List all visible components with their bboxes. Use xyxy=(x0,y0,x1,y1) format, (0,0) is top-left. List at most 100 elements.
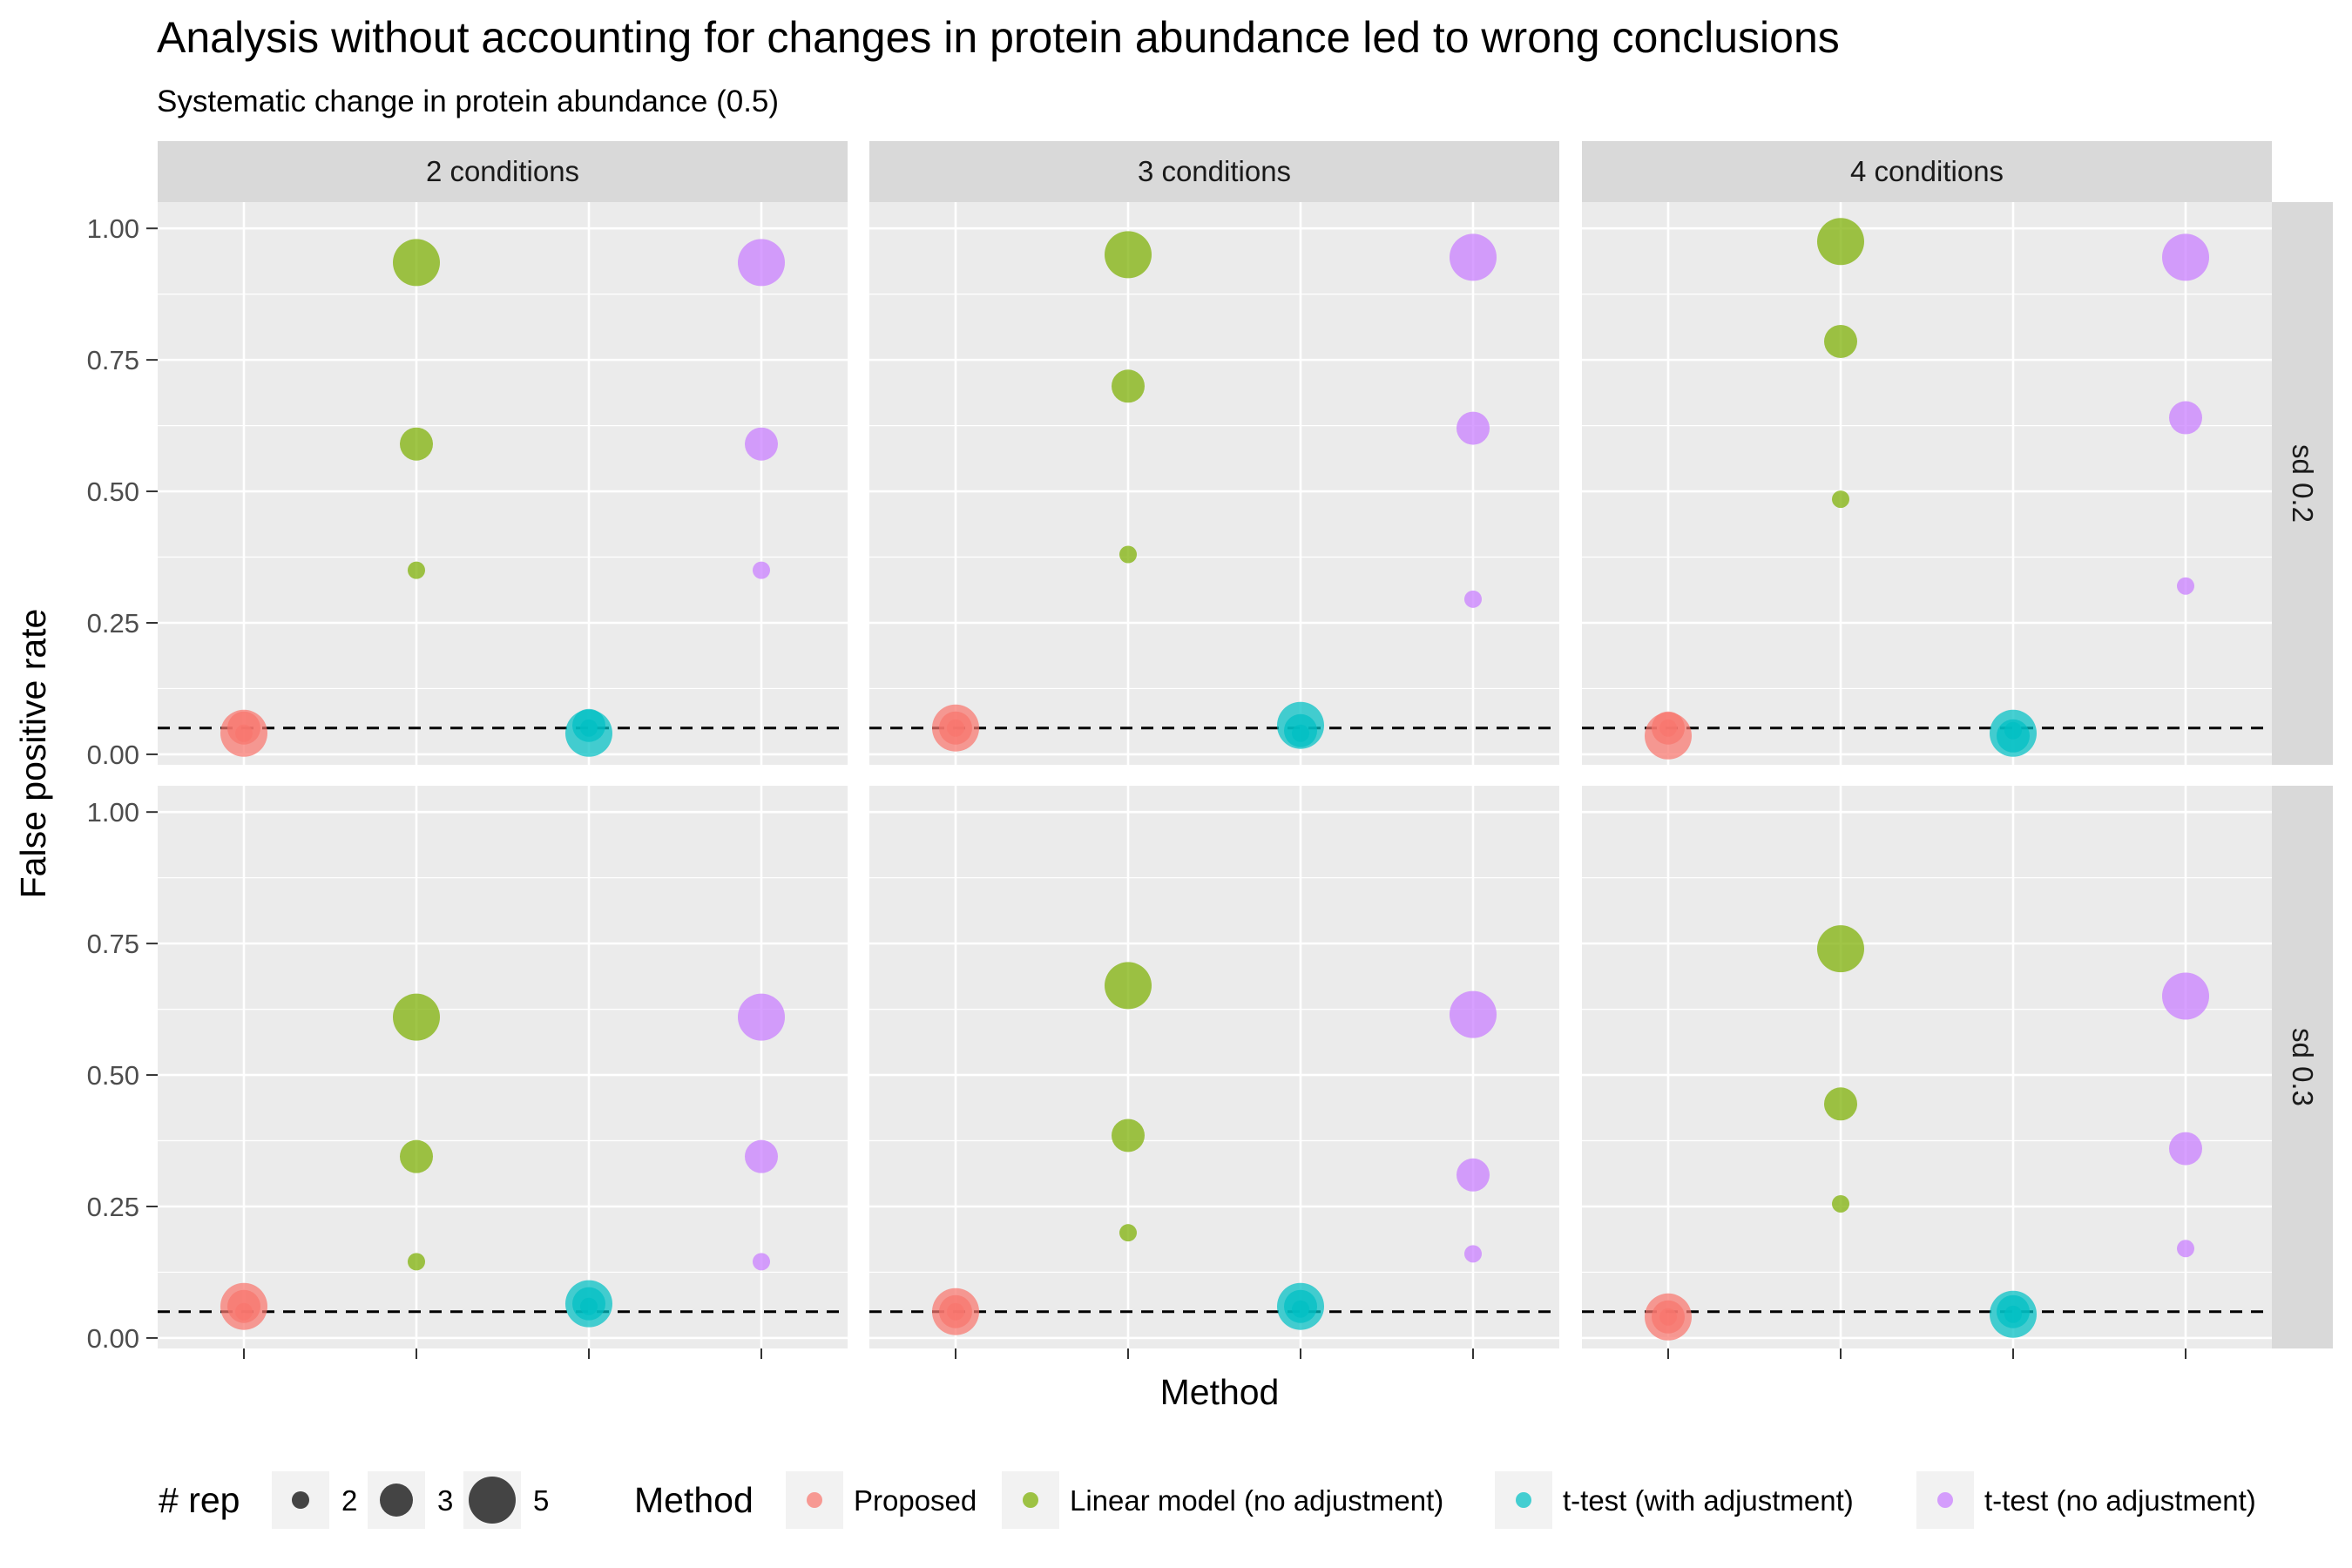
data-point xyxy=(2177,577,2194,595)
data-point xyxy=(753,561,770,579)
facet-panel xyxy=(1582,786,2272,1359)
data-point xyxy=(1832,490,1849,509)
data-point xyxy=(393,239,440,287)
color-legend-label: Linear model (no adjustment) xyxy=(1070,1484,1443,1517)
color-legend-label: Proposed xyxy=(854,1484,977,1517)
data-point xyxy=(738,239,785,287)
panel-background xyxy=(158,786,848,1348)
data-point xyxy=(2162,233,2209,281)
facet-strip-1 xyxy=(158,141,848,202)
facet-panel xyxy=(869,202,1559,765)
panel-background xyxy=(1582,786,2272,1348)
data-point xyxy=(947,1302,964,1321)
data-point xyxy=(580,1297,598,1315)
data-point xyxy=(1832,1194,1849,1213)
facet-strip-label: 4 conditions xyxy=(1850,155,2004,187)
data-point xyxy=(1464,1245,1482,1263)
panel-background xyxy=(869,202,1559,765)
chart-title: Analysis without accounting for changes … xyxy=(157,13,1840,62)
data-point xyxy=(400,1139,433,1173)
facet-panel xyxy=(1582,202,2272,765)
facet-panel xyxy=(158,786,848,1359)
data-point xyxy=(1292,724,1309,742)
facet-panel xyxy=(869,786,1559,1359)
data-point xyxy=(1112,369,1145,403)
size-legend-point xyxy=(469,1477,516,1524)
data-point xyxy=(235,724,253,742)
data-point xyxy=(738,993,785,1041)
data-point xyxy=(1450,233,1497,281)
data-point xyxy=(1105,962,1152,1010)
y-tick-label: 1.00 xyxy=(87,797,139,828)
data-point xyxy=(2177,1240,2194,1258)
data-point xyxy=(1112,1119,1145,1152)
data-point xyxy=(947,719,964,737)
size-legend-label: 5 xyxy=(533,1484,549,1517)
color-legend-title: Method xyxy=(634,1480,754,1520)
data-point xyxy=(393,993,440,1041)
data-point xyxy=(408,561,425,579)
data-point xyxy=(1119,545,1137,564)
size-legend-label: 3 xyxy=(437,1484,453,1517)
data-point xyxy=(580,719,598,737)
y-tick-label: 0.50 xyxy=(87,476,139,507)
data-point xyxy=(745,1139,778,1173)
y-tick-label: 0.00 xyxy=(87,1323,139,1354)
data-point xyxy=(1119,1224,1137,1242)
facet-panel xyxy=(158,202,848,765)
color-legend-label: t-test (no adjustment) xyxy=(1984,1484,2256,1517)
data-point xyxy=(1105,231,1152,279)
data-point xyxy=(2169,1132,2202,1166)
y-tick-label: 0.25 xyxy=(87,1192,139,1222)
y-tick-label: 0.25 xyxy=(87,608,139,639)
facet-strip-label: 3 conditions xyxy=(1138,155,1291,187)
data-point xyxy=(1464,590,1482,608)
panel-background xyxy=(158,202,848,765)
facet-panels: 2 conditions 3 conditions 4 conditions sd 0… xyxy=(87,141,2333,1359)
data-point xyxy=(1456,411,1490,445)
row-strip-label: sd 0.2 xyxy=(2287,444,2319,523)
panel-background xyxy=(869,786,1559,1348)
data-point xyxy=(1824,324,1857,358)
data-point xyxy=(1292,1300,1309,1318)
y-axis-title: False positive rate xyxy=(13,609,53,899)
size-legend-label: 2 xyxy=(341,1484,357,1517)
data-point xyxy=(1659,1308,1677,1326)
size-legend-title: # rep xyxy=(159,1480,240,1520)
facet-strip-3 xyxy=(1582,141,2272,202)
y-tick-label: 0.50 xyxy=(87,1060,139,1091)
data-point xyxy=(1817,218,1864,266)
data-point xyxy=(1824,1087,1857,1121)
data-point xyxy=(2004,1305,2022,1323)
data-point xyxy=(753,1253,770,1271)
color-legend-point xyxy=(1937,1492,1953,1508)
facet-strip-label: 2 conditions xyxy=(426,155,579,187)
data-point xyxy=(1817,925,1864,973)
row-strip-label: sd 0.3 xyxy=(2287,1028,2319,1106)
data-point xyxy=(1456,1158,1490,1192)
panel-background xyxy=(1582,202,2272,765)
legend: # rep 2 3 5 Method Proposed Linear model (no a… xyxy=(159,1471,2256,1529)
data-point xyxy=(2162,972,2209,1020)
data-point xyxy=(745,427,778,461)
facet-strip-2 xyxy=(869,141,1559,202)
y-tick-label: 0.75 xyxy=(87,929,139,959)
y-tick-label: 0.00 xyxy=(87,740,139,770)
data-point xyxy=(1659,719,1677,737)
y-tick-label: 1.00 xyxy=(87,213,139,244)
size-legend-point xyxy=(292,1491,309,1509)
data-point xyxy=(2169,401,2202,435)
chart-subtitle: Systematic change in protein abundance (… xyxy=(157,84,779,118)
x-axis-title: Method xyxy=(1160,1372,1280,1412)
color-legend-label: t-test (with adjustment) xyxy=(1563,1484,1854,1517)
color-legend-point xyxy=(807,1492,822,1508)
y-tick-label: 0.75 xyxy=(87,345,139,375)
color-legend-point xyxy=(1516,1492,1531,1508)
data-point xyxy=(408,1253,425,1271)
data-point xyxy=(1450,990,1497,1038)
color-legend-point xyxy=(1023,1492,1038,1508)
size-legend-point xyxy=(380,1484,413,1517)
row-strip-1 xyxy=(2272,202,2333,765)
row-strip-2 xyxy=(2272,786,2333,1348)
